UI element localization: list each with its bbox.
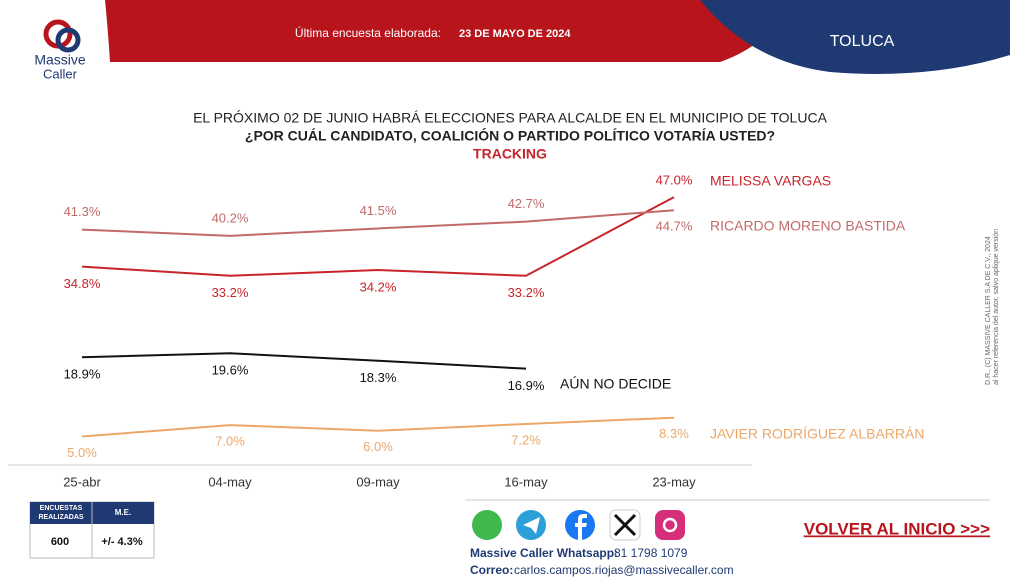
series-name: RICARDO MORENO BASTIDA bbox=[710, 218, 906, 234]
whatsapp-number: 81 1798 1079 bbox=[614, 546, 688, 560]
back-link[interactable]: VOLVER AL INICIO >>> bbox=[804, 519, 990, 538]
data-label: 7.2% bbox=[511, 432, 541, 447]
whatsapp-label: Massive Caller Whatsapp: bbox=[470, 546, 618, 560]
data-label: 42.7% bbox=[508, 196, 545, 211]
logo-text: Massive bbox=[34, 52, 86, 68]
header-band bbox=[105, 0, 790, 62]
copyright: D.R., (C) MASSIVE CALLER S.A DE C.V., 20… bbox=[985, 236, 992, 385]
x-tick-label: 25-abr bbox=[63, 474, 101, 489]
series-line bbox=[81, 196, 675, 277]
data-label: 33.2% bbox=[212, 285, 249, 300]
chart-tag: TRACKING bbox=[473, 146, 547, 162]
table-header-text: M.E. bbox=[115, 508, 131, 517]
survey-label: Última encuesta elaborada: bbox=[295, 25, 441, 40]
survey-date: 23 DE MAYO DE 2024 bbox=[459, 28, 571, 40]
telegram-glyph bbox=[523, 517, 540, 534]
instagram-glyph bbox=[662, 517, 678, 533]
email: carlos.campos.riojas@massivecaller.com bbox=[514, 563, 734, 577]
data-label: 44.7% bbox=[656, 219, 693, 234]
logo-text: Caller bbox=[43, 66, 78, 81]
data-label: 41.3% bbox=[64, 204, 101, 219]
series-name: MELISSA VARGAS bbox=[710, 173, 831, 189]
x-glyph bbox=[613, 513, 637, 537]
data-label: 34.8% bbox=[64, 276, 101, 291]
header-place-band bbox=[700, 0, 1010, 74]
chart-title: EL PRÓXIMO 02 DE JUNIO HABRÁ ELECCIONES … bbox=[193, 110, 827, 126]
series-name: AÚN NO DECIDE bbox=[560, 376, 671, 392]
data-label: 18.3% bbox=[360, 370, 397, 385]
data-label: 7.0% bbox=[215, 434, 245, 449]
x-tick-label: 04-may bbox=[208, 474, 252, 489]
whatsapp-icon[interactable] bbox=[472, 510, 502, 540]
copyright: al hacer referencia del autor, salvo apl… bbox=[993, 229, 1000, 385]
table-cell: 600 bbox=[51, 536, 69, 548]
data-label: 6.0% bbox=[363, 439, 393, 454]
table-header-text: ENCUESTAS REALIZADAS bbox=[38, 505, 84, 521]
data-label: 8.3% bbox=[659, 426, 689, 441]
x-tick-label: 16-may bbox=[504, 474, 548, 489]
x-tick-label: 09-may bbox=[356, 474, 400, 489]
data-label: 41.5% bbox=[360, 203, 397, 218]
data-label: 40.2% bbox=[212, 210, 249, 225]
data-label: 16.9% bbox=[508, 378, 545, 393]
table-cell: +/- 4.3% bbox=[101, 536, 142, 548]
instagram-icon[interactable] bbox=[655, 510, 685, 540]
x-tick-label: 23-may bbox=[652, 474, 696, 489]
data-label: 18.9% bbox=[64, 367, 101, 382]
table-header-cell: ENCUESTAS REALIZADAS bbox=[38, 505, 84, 521]
plot: 25-abr 04-may 09-may 16-may 23-may 34.8% 33.2%… bbox=[63, 173, 924, 490]
data-label: 5.0% bbox=[67, 445, 97, 460]
series-line bbox=[81, 352, 527, 370]
series-name: JAVIER RODRÍGUEZ ALBARRÁN bbox=[710, 426, 924, 442]
chart-subtitle: ¿POR CUÁL CANDIDATO, COALICIÓN O PARTIDO… bbox=[245, 127, 775, 144]
series-line bbox=[81, 416, 675, 438]
facebook-glyph bbox=[575, 514, 587, 540]
series-line bbox=[81, 209, 675, 237]
logo-ring bbox=[55, 27, 81, 53]
data-label: 47.0% bbox=[656, 173, 693, 188]
email-label: Correo: bbox=[470, 563, 513, 577]
place: TOLUCA bbox=[830, 33, 895, 50]
data-label: 19.6% bbox=[212, 363, 249, 378]
data-label: 33.2% bbox=[508, 285, 545, 300]
data-label: 34.2% bbox=[360, 279, 397, 294]
